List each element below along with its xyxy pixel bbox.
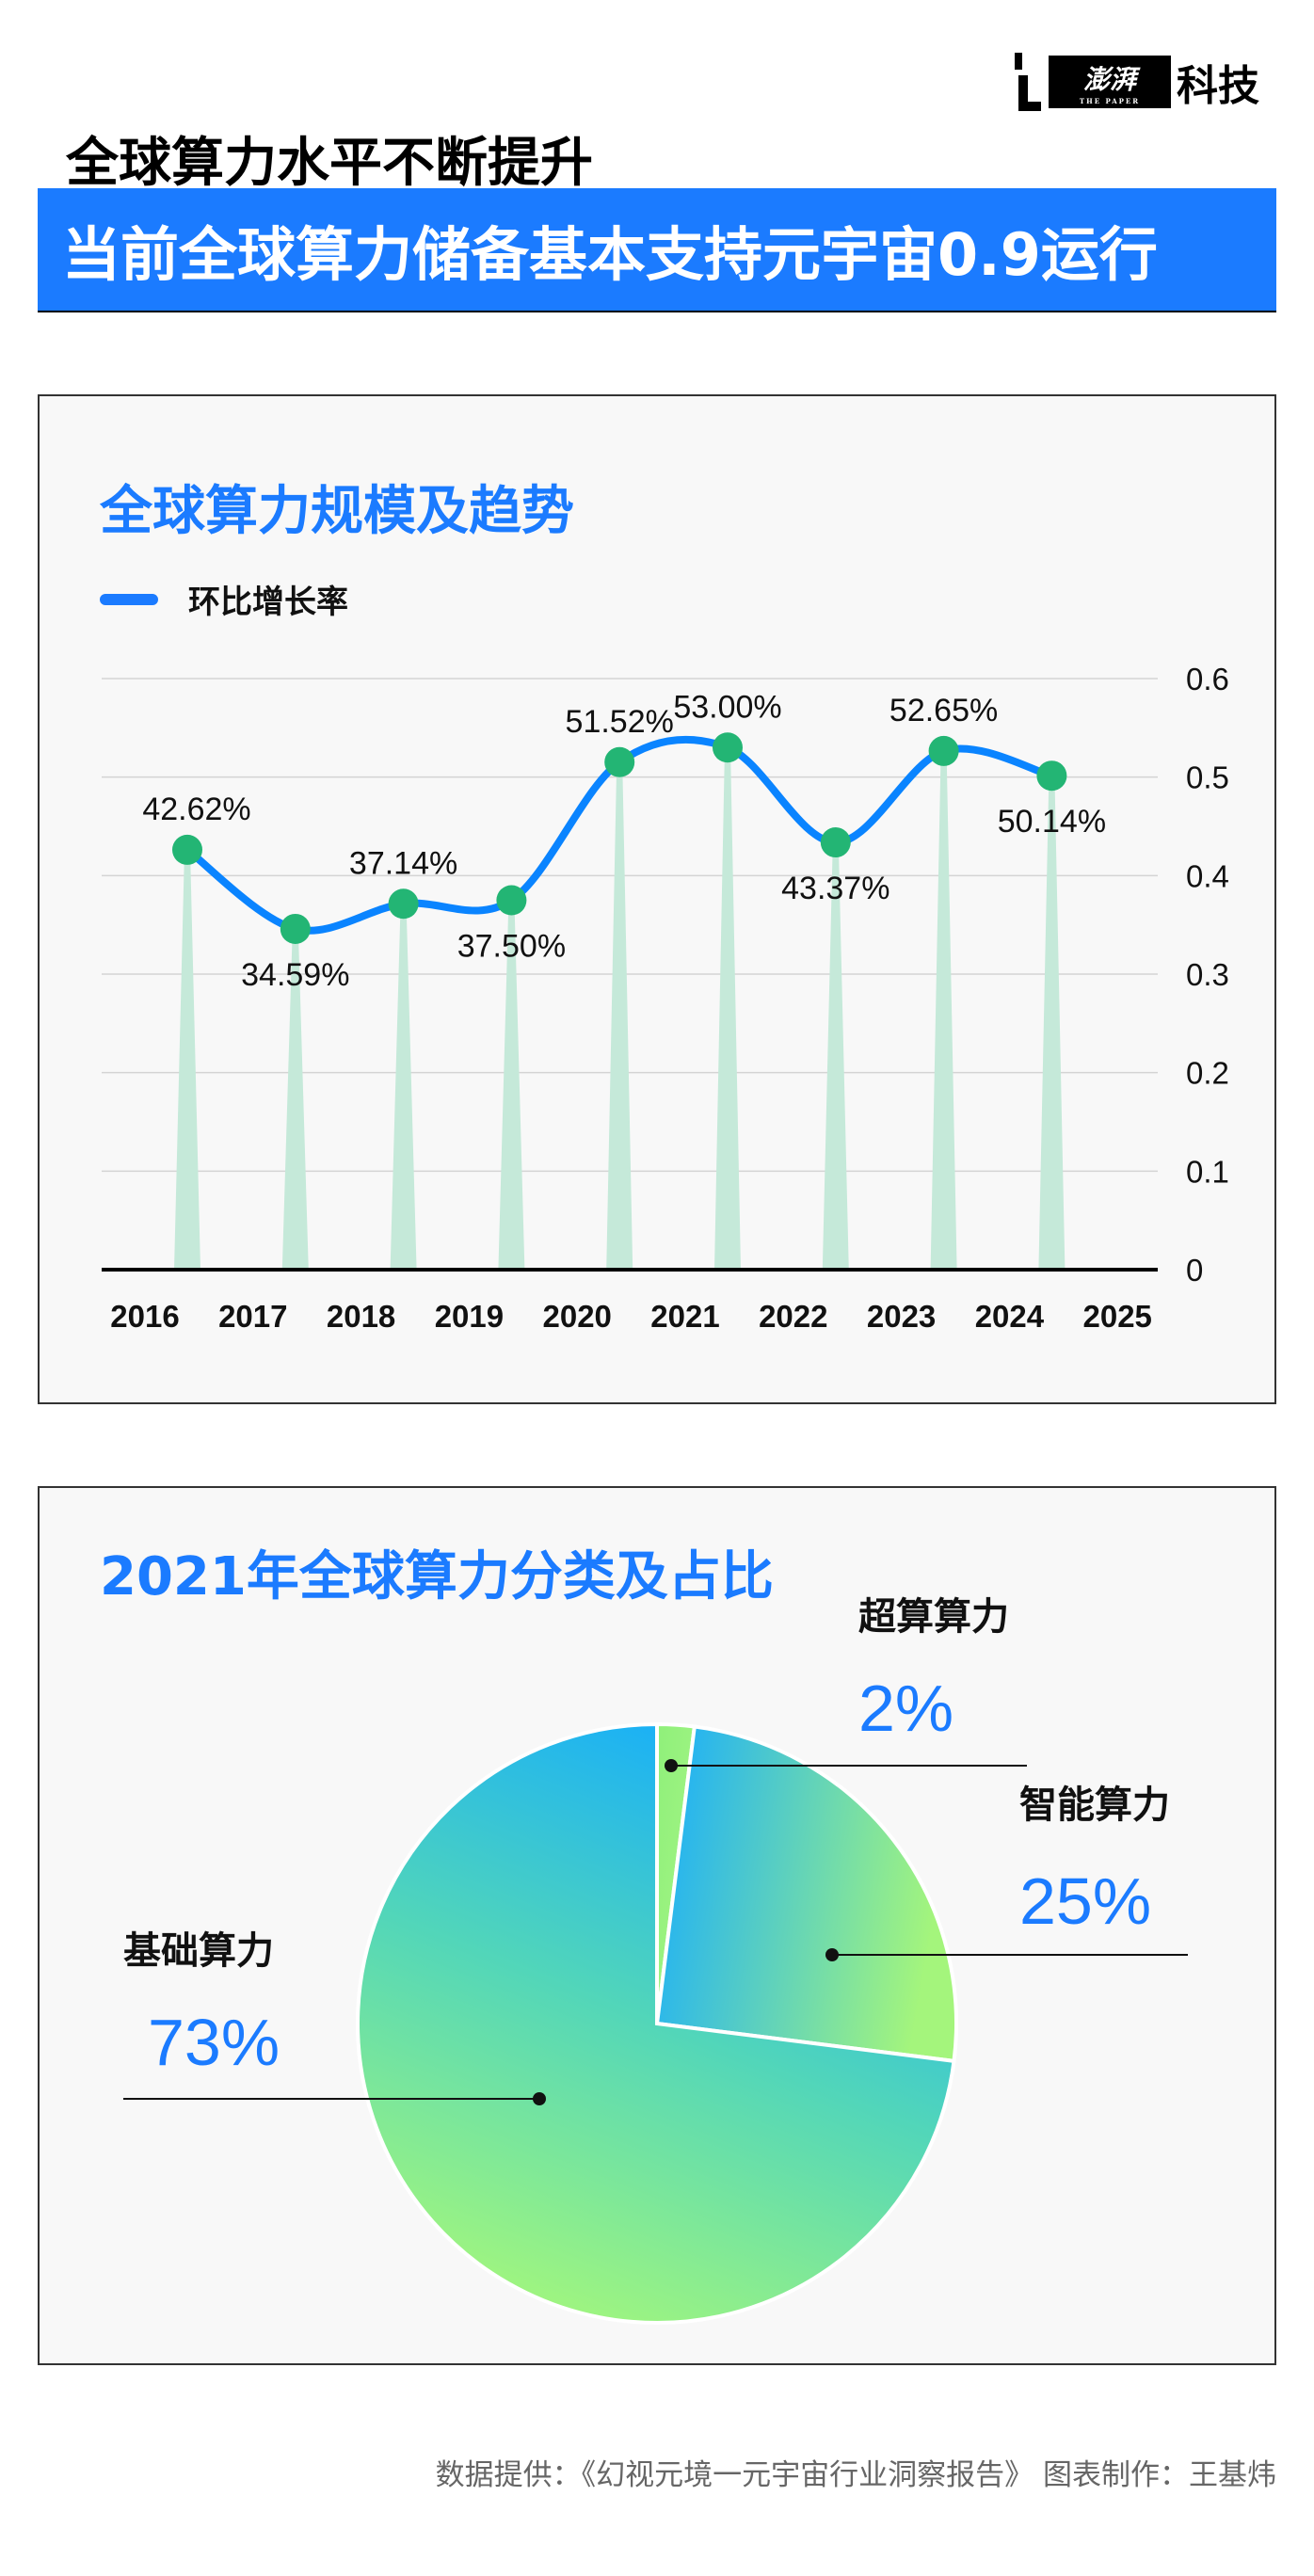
data-point: [1036, 760, 1067, 792]
x-tick-label: 2017: [218, 1299, 287, 1334]
y-tick-label: 0.6: [1186, 662, 1229, 696]
logo-box: 澎湃 THE PAPER: [1049, 56, 1171, 108]
data-label: 43.37%: [781, 871, 889, 906]
x-tick-label: 2020: [542, 1299, 611, 1334]
spike-mark: [822, 842, 849, 1270]
data-point: [820, 827, 851, 858]
banner: 当前全球算力储备基本支持元宇宙0.9运行: [38, 188, 1276, 312]
footer-source: 数据提供：《幻视元境一元宇宙行业洞察报告》 图表制作：王基炜: [435, 2458, 1276, 2492]
chart-legend: 环比增长率: [100, 576, 348, 622]
data-point: [388, 888, 419, 920]
logo-mark-icon: [1015, 53, 1041, 111]
pie-slice-percent: 25%: [1019, 1864, 1152, 1938]
spike-mark: [498, 900, 525, 1270]
leader-dot: [825, 1948, 839, 1961]
spike-mark: [714, 747, 741, 1270]
leader-dot: [533, 2092, 546, 2105]
spike-mark: [930, 750, 957, 1270]
y-tick-label: 0.5: [1186, 760, 1229, 795]
x-tick-label: 2024: [975, 1299, 1045, 1334]
spike-mark: [390, 904, 417, 1270]
pie-slice-name: 基础算力: [123, 1929, 274, 1973]
x-tick-label: 2023: [867, 1299, 936, 1334]
y-tick-label: 0.2: [1186, 1056, 1229, 1091]
logo-text: 澎湃: [1082, 63, 1136, 95]
data-point: [713, 732, 743, 763]
leader-dot: [665, 1759, 678, 1772]
data-label: 51.52%: [566, 704, 674, 740]
pie-slice-percent: 73%: [148, 2006, 280, 2079]
y-tick-label: 0.3: [1186, 957, 1229, 992]
pie-slice: [356, 1721, 956, 2325]
logo-subtext: THE PAPER: [1079, 96, 1141, 105]
pie-slice-percent: 2%: [858, 1672, 954, 1745]
data-label: 34.59%: [241, 957, 349, 993]
legend-label: 环比增长率: [188, 584, 348, 621]
data-point: [604, 746, 635, 777]
pie-chart-title: 2021年全球算力分类及占比: [100, 1546, 774, 1608]
line-chart-title: 全球算力规模及趋势: [100, 481, 574, 542]
data-point: [496, 885, 527, 916]
legend-swatch: [100, 593, 158, 605]
data-label: 37.14%: [349, 845, 457, 881]
data-label: 50.14%: [998, 804, 1106, 840]
banner-text: 当前全球算力储备基本支持元宇宙0.9运行: [62, 220, 1158, 289]
spike-mark: [174, 849, 200, 1270]
data-label: 42.62%: [142, 792, 250, 827]
spike-mark: [1038, 776, 1066, 1270]
x-tick-label: 2021: [650, 1299, 719, 1334]
y-tick-label: 0: [1186, 1253, 1203, 1288]
x-tick-label: 2018: [327, 1299, 395, 1334]
spike-mark: [281, 928, 309, 1270]
data-label: 52.65%: [889, 693, 998, 728]
data-point: [928, 735, 959, 766]
brand-logo: 澎湃 THE PAPER 科技: [1015, 53, 1259, 111]
pie-slice-name: 超算算力: [858, 1595, 1009, 1639]
y-tick-label: 0.1: [1186, 1154, 1229, 1189]
pie-slice: [654, 1724, 958, 2064]
x-tick-label: 2022: [759, 1299, 827, 1334]
headline: 全球算力水平不断提升: [66, 133, 593, 194]
logo-section: 科技: [1177, 62, 1259, 110]
data-point: [280, 913, 311, 944]
pie-slice-name: 智能算力: [1019, 1784, 1170, 1827]
x-tick-label: 2019: [435, 1299, 504, 1334]
data-point: [172, 834, 202, 865]
y-tick-label: 0.4: [1186, 858, 1229, 893]
spike-mark: [606, 761, 633, 1270]
data-label: 53.00%: [673, 689, 781, 725]
x-tick-label: 2025: [1082, 1299, 1151, 1334]
x-tick-label: 2016: [110, 1299, 179, 1334]
data-label: 37.50%: [457, 929, 566, 965]
